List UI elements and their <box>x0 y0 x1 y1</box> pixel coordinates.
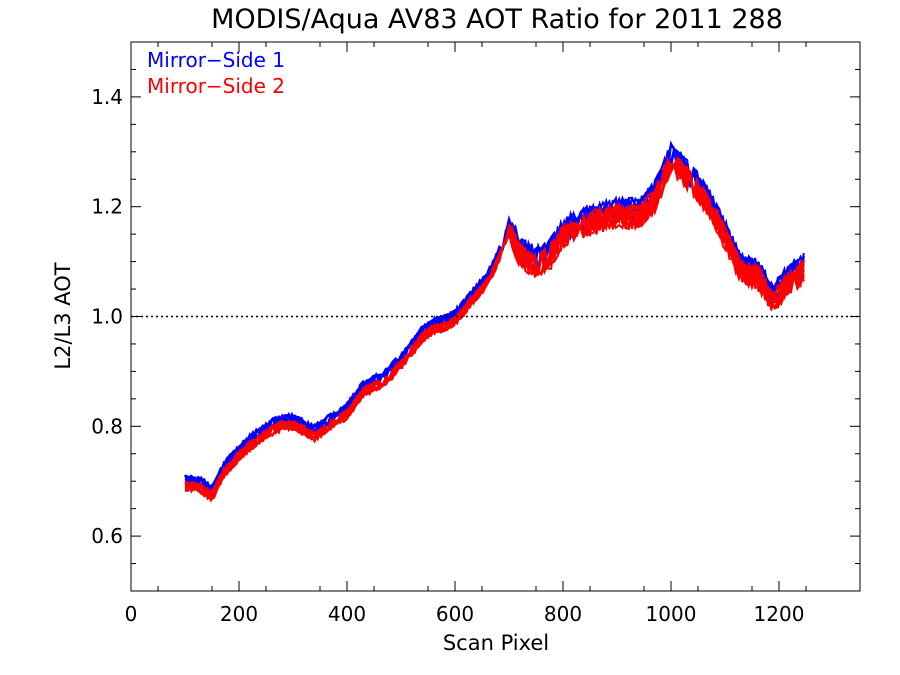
series-line-mirror-side-2 <box>184 157 805 501</box>
x-axis-label: Scan Pixel <box>443 631 549 655</box>
chart-title: MODIS/Aqua AV83 AOT Ratio for 2011 288 <box>211 4 783 35</box>
x-tick-label: 0 <box>125 602 138 626</box>
x-tick-label: 1200 <box>754 602 805 626</box>
x-axis-ticks: 0 200 400 600 800 1000 1200 <box>125 42 807 626</box>
x-tick-label: 400 <box>328 602 366 626</box>
y-tick-label: 0.6 <box>91 524 123 548</box>
y-tick-label: 1.4 <box>91 85 123 109</box>
y-axis-ticks: 0.6 0.8 1.0 1.2 1.4 <box>91 68 860 565</box>
x-tick-label: 1000 <box>646 602 697 626</box>
x-tick-label: 800 <box>544 602 582 626</box>
y-tick-label: 1.0 <box>91 305 123 329</box>
x-tick-label: 600 <box>436 602 474 626</box>
legend-mirror-side-2: Mirror−Side 2 <box>147 74 285 98</box>
y-tick-label: 0.8 <box>91 414 123 438</box>
plot-frame <box>130 41 861 592</box>
y-tick-label: 1.2 <box>91 195 123 219</box>
legend-mirror-side-1: Mirror−Side 1 <box>147 48 285 72</box>
x-tick-label: 200 <box>220 602 258 626</box>
y-axis-label: L2/L3 AOT <box>51 262 75 369</box>
series-line-mirror-side-1 <box>184 145 805 491</box>
series-line-mirror-side-2 <box>184 155 805 500</box>
plot-series <box>184 140 805 503</box>
